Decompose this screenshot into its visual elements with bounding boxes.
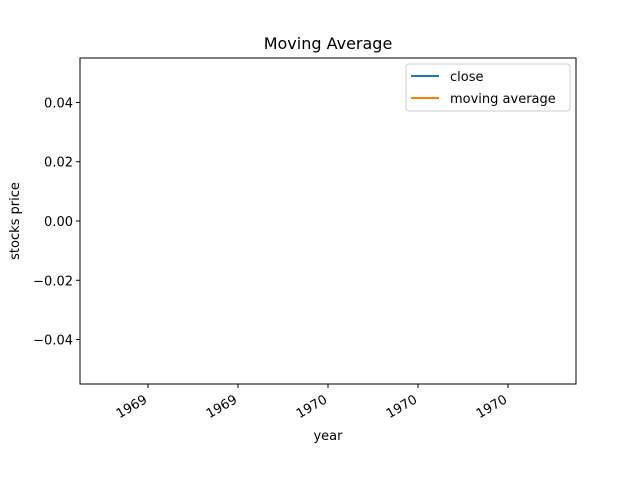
x-tick-label: 1969 [114,392,150,422]
x-axis-ticks: 1969 1969 1970 1970 1970 [114,384,510,422]
x-tick-label: 1970 [384,392,420,422]
y-tick-label: 0.04 [44,96,73,111]
legend-entries: close moving average [411,70,556,107]
legend-box [405,63,571,112]
x-tick-label: 1970 [474,392,510,422]
chart-title: Moving Average [264,34,393,53]
y-axis-label: stocks price [8,182,23,260]
legend-label: moving average [450,92,556,107]
y-axis-ticks: 0.04 0.02 0.00 −0.02 −0.04 [33,96,80,349]
y-tick-label: 0.00 [44,215,73,230]
x-axis-label: year [313,429,343,444]
x-tick-label: 1969 [204,392,240,422]
legend-label: close [450,70,483,85]
x-tick-label: 1970 [294,392,330,422]
y-tick-label: −0.02 [33,274,73,289]
legend: close moving average [405,63,571,112]
y-tick-label: 0.02 [44,156,73,171]
y-tick-label: −0.04 [33,334,73,349]
